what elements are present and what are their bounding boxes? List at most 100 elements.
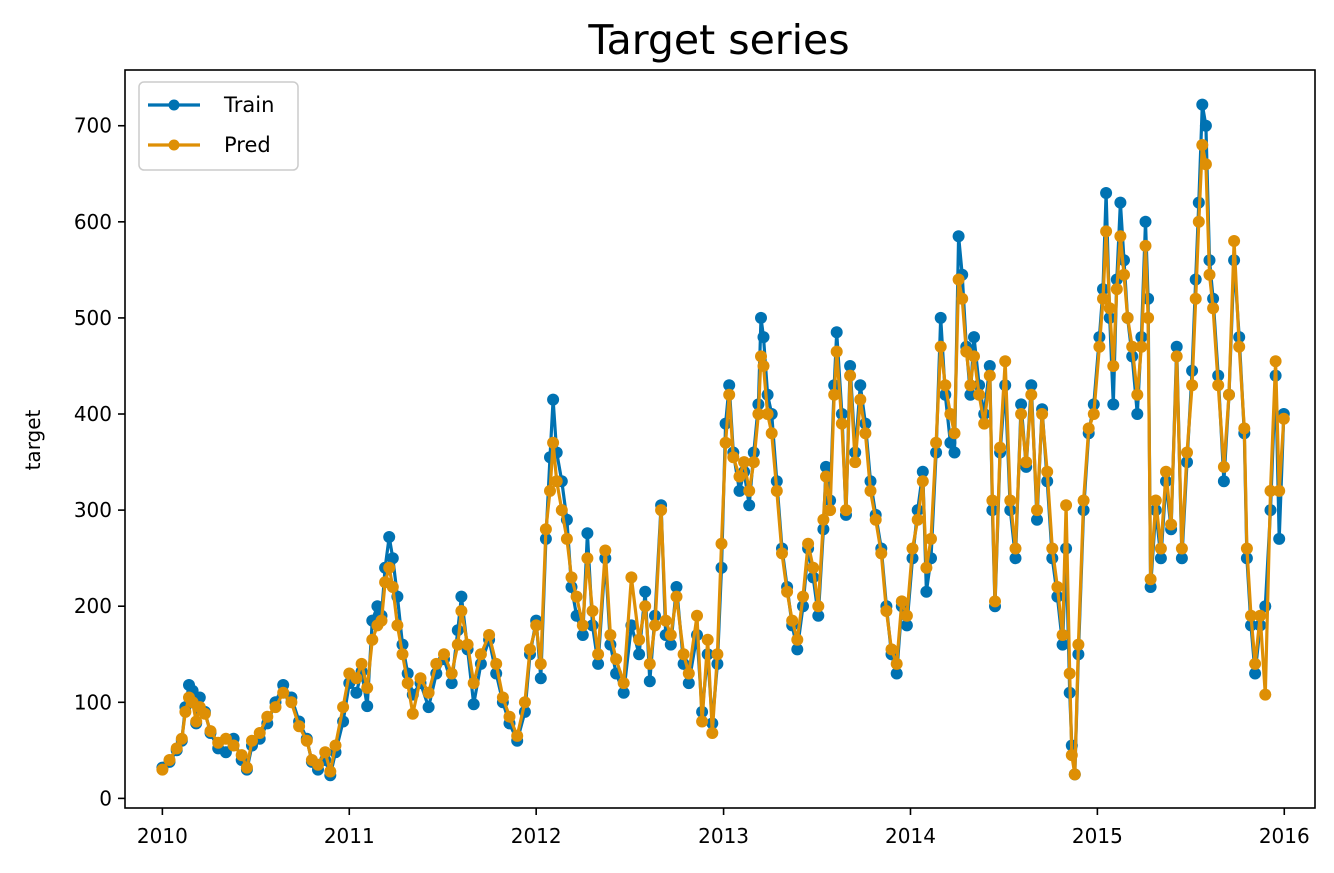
data-point-pred — [467, 677, 480, 690]
data-point-pred — [765, 427, 778, 440]
data-point-pred — [890, 657, 903, 670]
data-point-pred — [948, 427, 961, 440]
data-point-train — [1273, 532, 1286, 545]
x-tick-label: 2011 — [324, 824, 375, 848]
data-point-pred — [329, 739, 342, 752]
data-point-pred — [776, 547, 788, 560]
data-point-pred — [496, 691, 509, 704]
data-point-pred — [1186, 379, 1199, 392]
data-point-pred — [649, 619, 661, 632]
data-point-pred — [550, 475, 563, 488]
data-point-train — [934, 311, 947, 324]
data-point-pred — [1082, 422, 1095, 435]
data-point-train — [422, 701, 435, 714]
data-point-pred — [1072, 638, 1085, 651]
data-point-pred — [964, 379, 977, 392]
data-point-pred — [246, 734, 258, 747]
data-point-train — [670, 581, 683, 593]
data-point-pred — [939, 379, 952, 392]
data-point-train — [944, 436, 957, 449]
data-point-pred — [1149, 494, 1162, 507]
data-point-pred — [817, 513, 830, 526]
data-point-pred — [1144, 573, 1157, 586]
data-point-train — [916, 465, 929, 478]
data-point-pred — [994, 441, 1007, 454]
data-point-pred — [854, 393, 867, 406]
data-point-train — [682, 677, 695, 690]
data-point-pred — [170, 742, 183, 755]
data-point-train — [1015, 398, 1028, 411]
data-point-pred — [1238, 422, 1251, 435]
data-point-pred — [1154, 542, 1167, 555]
data-point-train — [757, 331, 770, 344]
data-point-pred — [1175, 542, 1188, 555]
data-point-train — [455, 590, 468, 603]
data-point-pred — [797, 590, 809, 603]
data-point-pred — [1259, 688, 1272, 701]
data-point-pred — [1046, 542, 1059, 555]
data-point-pred — [261, 710, 274, 723]
data-point-train — [830, 326, 843, 339]
data-point-pred — [968, 350, 980, 363]
data-point-pred — [1277, 412, 1290, 425]
data-point-pred — [719, 436, 732, 449]
data-point-pred — [1009, 542, 1022, 555]
data-point-train — [664, 638, 677, 651]
data-point-train — [723, 379, 736, 392]
data-point-pred — [1207, 302, 1220, 315]
data-point-train — [890, 667, 903, 680]
data-point-train — [743, 499, 756, 512]
data-point-pred — [355, 657, 368, 670]
data-point-pred — [1131, 388, 1144, 401]
data-point-pred — [293, 720, 306, 733]
data-point-pred — [386, 581, 399, 593]
data-point-pred — [1189, 292, 1202, 305]
data-point-pred — [1165, 518, 1178, 531]
data-point-pred — [802, 537, 815, 550]
data-point-pred — [503, 710, 516, 723]
data-point-train — [581, 527, 594, 540]
data-point-train — [854, 379, 867, 392]
data-point-train — [964, 388, 977, 401]
data-point-pred — [383, 561, 396, 574]
y-tick-label: 0 — [99, 786, 112, 810]
data-point-pred — [791, 633, 804, 646]
data-point-pred — [430, 657, 443, 670]
data-point-pred — [599, 544, 612, 557]
data-point-pred — [956, 292, 969, 305]
data-point-pred — [930, 436, 943, 449]
data-point-pred — [277, 686, 290, 699]
data-point-pred — [375, 614, 388, 627]
data-point-pred — [1192, 215, 1205, 228]
data-point-pred — [696, 715, 709, 728]
data-point-pred — [986, 494, 999, 507]
data-point-pred — [1245, 609, 1257, 622]
data-point-train — [983, 360, 996, 372]
data-point-train — [820, 460, 832, 473]
data-point-pred — [952, 273, 965, 286]
data-point-train — [1139, 215, 1152, 228]
data-point-pred — [934, 340, 947, 353]
series-pred — [156, 139, 1290, 781]
data-point-pred — [190, 715, 203, 728]
data-point-train — [1009, 552, 1022, 565]
data-point-pred — [1139, 239, 1152, 252]
data-point-pred — [235, 749, 248, 762]
data-point-pred — [1041, 465, 1054, 478]
data-point-pred — [869, 513, 882, 526]
data-point-pred — [204, 725, 217, 738]
y-tick-label: 200 — [74, 594, 112, 618]
data-point-pred — [366, 633, 379, 646]
data-point-train — [371, 600, 384, 613]
data-point-train — [350, 686, 363, 699]
data-point-train — [1025, 379, 1038, 392]
data-point-pred — [973, 388, 986, 401]
data-point-pred — [895, 595, 908, 608]
data-point-pred — [524, 643, 536, 656]
data-point-train — [1199, 119, 1212, 132]
data-point-pred — [1100, 225, 1113, 238]
data-point-pred — [361, 681, 374, 694]
data-point-pred — [576, 619, 589, 632]
x-tick-label: 2016 — [1259, 824, 1310, 848]
data-point-pred — [253, 727, 266, 739]
